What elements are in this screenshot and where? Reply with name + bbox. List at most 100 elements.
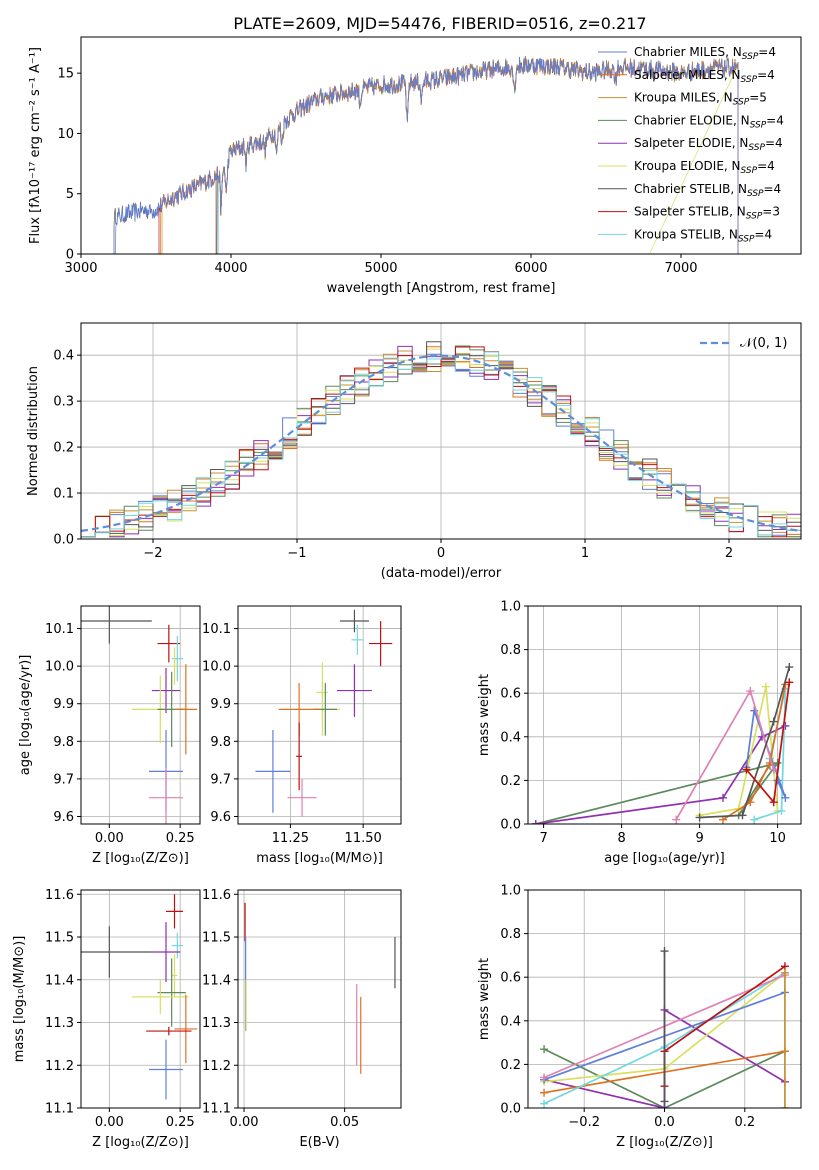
x-tick-label: 0.00 (95, 831, 124, 846)
axes-frame (237, 889, 402, 1109)
x-tick-label: 3000 (64, 261, 97, 276)
x-axis-label: age [log₁₀(age/yr)] (604, 851, 725, 866)
axes-frame (237, 605, 402, 825)
axes-frame (527, 605, 802, 825)
age-vs-mass-panel: 11.25 11.50 9.6 9.7 9.8 9.9 10.0 10.1 mass [log₁… (202, 605, 402, 866)
x-axis-label: Z [log₁₀(Z/Z⊙)] (92, 1135, 189, 1150)
plot-area (113, 56, 739, 254)
y-tick-label: 10.1 (202, 622, 231, 637)
spectrum-series-ks (217, 57, 739, 254)
x-tick-label: 0.00 (95, 1115, 124, 1130)
massweight-series-ce (535, 761, 780, 824)
y-axis-label: mass [log₁₀(M/M⊙)] (12, 936, 27, 1063)
mass-vs-ebv-panel: 0.00 0.05 11.1 11.2 11.3 11.4 11.5 11.6 E(B-V) (202, 888, 402, 1150)
spectrum-series-ce (215, 57, 739, 254)
spectrum-series-se (216, 57, 739, 254)
grid (238, 890, 401, 1109)
y-tick-label: 0.0 (53, 533, 74, 548)
y-tick-label: 10.0 (45, 660, 74, 675)
plot-area (255, 609, 393, 817)
spectrum-series-sm (160, 58, 739, 254)
errorbar-point (351, 624, 364, 655)
massweight-series-ke (699, 686, 779, 817)
grid (81, 890, 200, 1109)
y-tick-label: 9.9 (53, 697, 74, 712)
x-tick-label: −1 (287, 546, 306, 561)
errorbar-point (296, 722, 303, 791)
plus-marker (540, 1045, 549, 1054)
errorbar-point (336, 664, 372, 717)
plus-marker (780, 1104, 789, 1108)
y-tick-label: 1.0 (500, 884, 521, 899)
plot-area (81, 606, 198, 824)
plus-marker (750, 815, 759, 824)
histogram-series-ks (81, 351, 801, 538)
y-tick-label: 10 (57, 127, 74, 142)
y-tick-label: 11.2 (45, 1059, 74, 1074)
errorbar-point (81, 926, 152, 978)
y-tick-label: 11.3 (45, 1016, 74, 1031)
massweight-series-sm (722, 684, 787, 821)
errorbar-point (171, 647, 178, 685)
y-tick-label: 11.5 (202, 931, 231, 946)
axes: −2 −1 0 1 2 0.0 0.1 0.2 0.3 0.4 (data-model)/error… (26, 322, 802, 581)
plot-area (81, 341, 801, 538)
y-tick-label: 9.6 (210, 810, 231, 825)
errorbar-point (151, 922, 181, 982)
spectrum-series-cs (113, 56, 739, 254)
plus-marker (781, 721, 790, 730)
plot-area (81, 894, 198, 1100)
x-tick-label: 0.25 (166, 1115, 195, 1130)
x-tick-label: 9 (695, 831, 703, 846)
y-tick-label: 0 (66, 248, 74, 263)
y-tick-label: 11.4 (45, 973, 74, 988)
y-tick-label: 0.0 (500, 818, 521, 833)
plot-area (531, 663, 794, 824)
legend-label: Salpeter MILES, NSSP=4 (634, 68, 775, 85)
plot-area (540, 947, 789, 1108)
y-tick-label: 15 (57, 67, 74, 82)
plus-marker (695, 813, 704, 822)
y-tick-label: 11.6 (45, 888, 74, 903)
plus-marker (540, 1088, 549, 1097)
axes: 0.00 0.05 11.1 11.2 11.3 11.4 11.5 11.6 E(B-V) (202, 888, 402, 1150)
plus-marker (746, 687, 755, 696)
x-axis-label: mass [log₁₀(M/M⊙)] (256, 851, 383, 866)
spectrum-series-cm (115, 56, 739, 254)
y-tick-label: 11.3 (202, 1016, 231, 1031)
plot-area (244, 902, 396, 1074)
plus-marker (769, 717, 778, 726)
massweight-series-se (535, 725, 786, 824)
spectrum-panel: 3000 4000 5000 6000 7000 0 5 10 15 wavelength [An… (28, 36, 802, 296)
errorbar-point (166, 894, 183, 929)
plus-marker (780, 968, 789, 977)
x-tick-label: 0.05 (330, 1115, 359, 1130)
y-tick-label: 0.8 (500, 927, 521, 942)
y-tick-label: 11.6 (202, 888, 231, 903)
errorbar-point (81, 606, 152, 644)
age-vs-metallicity-panel: 0.00 0.25 9.6 9.7 9.8 9.9 10.0 10.1 Z [log₁₀(Z/Z… (18, 605, 201, 866)
y-axis-label: mass weight (477, 674, 492, 756)
y-tick-label: 1.0 (500, 600, 521, 615)
massweight-series-cs (699, 666, 791, 819)
y-axis-label: mass weight (477, 958, 492, 1040)
y-axis-label: Flux [fλ10⁻¹⁷ erg cm⁻² s⁻¹ A⁻¹] (28, 47, 43, 244)
legend-label: Chabrier MILES, NSSP=4 (634, 45, 776, 62)
x-tick-label: 11.25 (272, 831, 309, 846)
plus-marker (785, 678, 794, 687)
x-tick-label: 4000 (214, 261, 247, 276)
y-tick-label: 0.3 (53, 395, 74, 410)
x-tick-label: 2 (725, 546, 733, 561)
errorbar-point (255, 730, 291, 813)
y-tick-label: 0.2 (500, 774, 521, 789)
x-tick-label: 0.2 (734, 1115, 755, 1130)
y-tick-label: 0.0 (500, 1102, 521, 1117)
y-tick-label: 9.8 (210, 735, 231, 750)
x-tick-label: 0.00 (230, 1115, 259, 1130)
errorbar-point (171, 954, 178, 997)
errorbar-point (132, 979, 189, 1014)
legend-label: Kroupa STELIB, NSSP=4 (634, 227, 772, 244)
y-axis-label: Normed distribution (26, 366, 41, 496)
spectrum-series-km (161, 56, 739, 254)
